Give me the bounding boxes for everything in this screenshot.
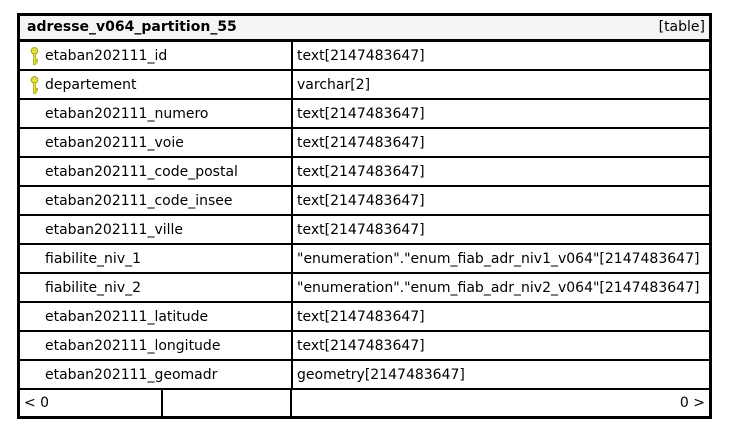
column-name-cell: etaban202111_code_postal	[20, 158, 293, 185]
column-name-cell: etaban202111_numero	[20, 100, 293, 127]
primary-key-icon	[30, 46, 39, 65]
column-type: varchar[2]	[297, 76, 371, 93]
column-row[interactable]: departement varchar[2]	[20, 71, 709, 100]
column-name-cell: departement	[20, 71, 293, 98]
column-name: etaban202111_latitude	[45, 308, 209, 325]
column-type: text[2147483647]	[297, 105, 425, 122]
table-name: adresse_v064_partition_55	[27, 19, 237, 35]
column-row[interactable]: etaban202111_code_postal text[2147483647…	[20, 158, 709, 187]
column-name: etaban202111_code_postal	[45, 163, 238, 180]
column-name: etaban202111_longitude	[45, 337, 221, 354]
column-name-cell: etaban202111_ville	[20, 216, 293, 243]
column-type: text[2147483647]	[297, 163, 425, 180]
column-name-cell: fiabilite_niv_1	[20, 245, 293, 272]
column-type: text[2147483647]	[297, 192, 425, 209]
table-node[interactable]: adresse_v064_partition_55 [table] etaban…	[17, 13, 712, 419]
column-name: fiabilite_niv_1	[45, 250, 142, 267]
column-name: etaban202111_voie	[45, 134, 184, 151]
column-row[interactable]: etaban202111_latitude text[2147483647]	[20, 303, 709, 332]
table-header: adresse_v064_partition_55 [table]	[20, 16, 709, 42]
footer-child-count: 0 >	[679, 395, 705, 411]
column-type: geometry[2147483647]	[297, 366, 465, 383]
column-name-cell: etaban202111_latitude	[20, 303, 293, 330]
column-name-cell: etaban202111_geomadr	[20, 361, 293, 388]
column-name: etaban202111_id	[45, 47, 168, 64]
column-name-cell: etaban202111_longitude	[20, 332, 293, 359]
column-row[interactable]: etaban202111_ville text[2147483647]	[20, 216, 709, 245]
column-type: text[2147483647]	[297, 221, 425, 238]
footer-parent-count: < 0	[20, 390, 163, 416]
column-rows: etaban202111_id text[2147483647] departe…	[20, 42, 709, 390]
column-row[interactable]: fiabilite_niv_1 "enumeration"."enum_fiab…	[20, 245, 709, 274]
column-type: text[2147483647]	[297, 337, 425, 354]
column-name: etaban202111_code_insee	[45, 192, 233, 209]
column-row[interactable]: etaban202111_id text[2147483647]	[20, 42, 709, 71]
column-type: "enumeration"."enum_fiab_adr_niv1_v064"[…	[297, 250, 700, 267]
column-name: etaban202111_ville	[45, 221, 184, 238]
column-name: etaban202111_numero	[45, 105, 209, 122]
column-name-cell: etaban202111_voie	[20, 129, 293, 156]
column-row[interactable]: etaban202111_longitude text[2147483647]	[20, 332, 709, 361]
column-name-cell: etaban202111_code_insee	[20, 187, 293, 214]
column-name-cell: fiabilite_niv_2	[20, 274, 293, 301]
column-name: fiabilite_niv_2	[45, 279, 142, 296]
column-row[interactable]: etaban202111_code_insee text[2147483647]	[20, 187, 709, 216]
table-footer: < 0 0 >	[20, 390, 709, 416]
column-type: text[2147483647]	[297, 308, 425, 325]
column-name: etaban202111_geomadr	[45, 366, 218, 383]
table-kind-badge: [table]	[658, 19, 705, 35]
column-row[interactable]: etaban202111_numero text[2147483647]	[20, 100, 709, 129]
column-type: text[2147483647]	[297, 47, 425, 64]
column-name: departement	[45, 76, 137, 93]
column-row[interactable]: fiabilite_niv_2 "enumeration"."enum_fiab…	[20, 274, 709, 303]
footer-spacer-cell	[163, 390, 292, 416]
column-type: "enumeration"."enum_fiab_adr_niv2_v064"[…	[297, 279, 700, 296]
column-type: text[2147483647]	[297, 134, 425, 151]
column-name-cell: etaban202111_id	[20, 42, 293, 69]
primary-key-icon	[30, 75, 39, 94]
column-row[interactable]: etaban202111_geomadr geometry[2147483647…	[20, 361, 709, 390]
column-row[interactable]: etaban202111_voie text[2147483647]	[20, 129, 709, 158]
